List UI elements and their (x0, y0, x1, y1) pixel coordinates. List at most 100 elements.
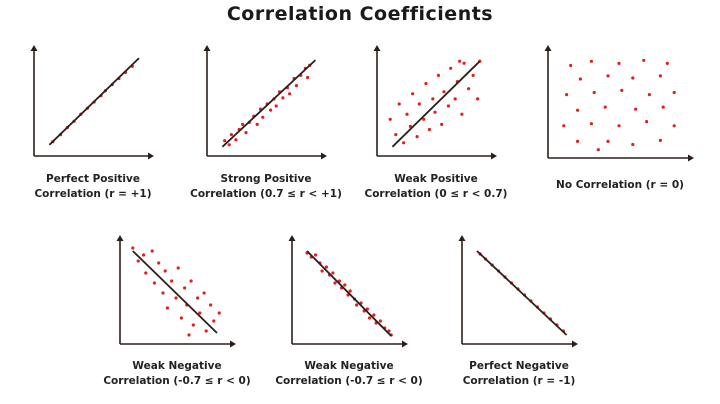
caption-line-2: Correlation (0 ≤ r < 0.7) (364, 188, 508, 200)
data-point (142, 253, 146, 257)
data-point (467, 87, 471, 91)
trend-line (48, 57, 140, 146)
x-axis-arrow-icon (402, 340, 408, 348)
caption-line-1: Perfect Positive (46, 173, 140, 185)
data-point (453, 97, 457, 101)
trend-line (391, 60, 481, 148)
caption-line-2: Correlation (0.7 ≤ r < +1) (190, 188, 342, 200)
data-point (331, 271, 335, 275)
data-point (411, 92, 415, 96)
data-point (355, 303, 359, 307)
data-point (446, 104, 450, 108)
y-axis-arrow-icon (203, 45, 211, 51)
data-point (422, 117, 426, 121)
data-point (427, 127, 431, 132)
data-point (576, 108, 580, 112)
data-point (191, 323, 195, 327)
data-point (281, 96, 285, 100)
data-point (562, 124, 566, 128)
caption-line-1: Weak Positive (394, 173, 478, 185)
data-point (661, 105, 665, 109)
data-point (631, 76, 635, 80)
chart-caption: No Correlation (r = 0) (520, 178, 720, 193)
data-point (672, 124, 676, 128)
scatter-plot-5 (116, 235, 236, 348)
trend-line (476, 250, 568, 336)
data-point (565, 93, 569, 97)
data-point (306, 75, 310, 80)
data-point (269, 108, 273, 112)
data-point (144, 271, 148, 275)
y-axis-arrow-icon (373, 45, 381, 51)
data-point (348, 289, 352, 293)
data-point (261, 115, 265, 119)
data-point (672, 90, 676, 95)
trend-line (132, 250, 218, 334)
data-point (227, 143, 231, 147)
x-axis-arrow-icon (688, 154, 694, 162)
data-point (223, 139, 227, 143)
data-point (333, 281, 337, 285)
data-point (647, 93, 651, 97)
y-axis-arrow-icon (458, 235, 466, 241)
trend-line (306, 250, 392, 337)
data-point (217, 311, 221, 315)
data-point (365, 307, 369, 311)
data-point (136, 259, 140, 263)
data-point (196, 296, 200, 300)
data-point (458, 59, 462, 63)
data-point (462, 61, 466, 65)
scatter-plot-4 (544, 45, 694, 162)
chart-caption: Perfect Negative Correlation (r = -1) (424, 359, 614, 389)
data-point (592, 90, 596, 95)
caption-line-1: Weak Negative (132, 360, 222, 372)
data-point (204, 329, 208, 333)
data-point (589, 122, 593, 126)
x-axis-arrow-icon (572, 340, 578, 348)
scatter-plot-1 (30, 45, 154, 160)
caption-line-2: Correlation (-0.7 ≤ r < 0) (275, 375, 423, 387)
data-point (294, 84, 298, 88)
data-point (631, 142, 635, 147)
data-point (394, 133, 398, 137)
data-point (449, 66, 453, 70)
data-point (620, 88, 624, 92)
data-point (388, 117, 392, 121)
scatter-plot-3 (373, 45, 497, 160)
data-point (314, 253, 318, 257)
data-point (378, 319, 382, 323)
data-point (471, 73, 475, 77)
caption-line-2: Correlation (r = +1) (34, 188, 152, 200)
data-point (189, 279, 193, 283)
data-point (212, 319, 216, 323)
data-point (596, 148, 600, 152)
data-point (606, 139, 610, 143)
data-point (152, 281, 156, 285)
y-axis-arrow-icon (30, 45, 38, 51)
data-point (424, 82, 428, 86)
chart-caption: Weak Positive Correlation (0 ≤ r < 0.7) (341, 172, 531, 202)
data-point (324, 265, 328, 269)
data-point (174, 296, 178, 300)
chart-caption: Weak Negative Correlation (-0.7 ≤ r < 0) (82, 359, 272, 389)
data-point (161, 291, 165, 295)
scatter-plot-7 (458, 235, 578, 348)
data-point (131, 246, 135, 250)
data-point (442, 90, 446, 94)
data-point (229, 133, 233, 137)
y-axis-arrow-icon (288, 235, 296, 241)
data-point (589, 59, 593, 63)
data-point (202, 291, 206, 295)
data-point (603, 105, 607, 109)
data-point (634, 107, 638, 111)
data-point (255, 122, 259, 126)
data-point (405, 112, 409, 116)
data-point (288, 92, 292, 96)
caption-line-1: No Correlation (r = 0) (556, 179, 684, 191)
chart-caption: Strong Positive Correlation (0.7 ≤ r < +1… (171, 172, 361, 202)
data-point (417, 102, 421, 106)
x-axis-arrow-icon (491, 152, 497, 160)
caption-line-1: Strong Positive (220, 173, 312, 185)
data-point (658, 138, 662, 142)
data-point (372, 313, 376, 317)
